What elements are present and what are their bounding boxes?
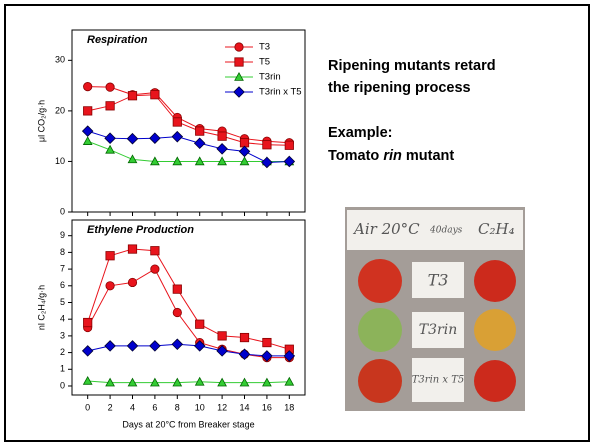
y-tick-label: 20 bbox=[55, 105, 65, 115]
legend-marker bbox=[235, 58, 243, 66]
subject: Tomato rin mutant bbox=[328, 148, 454, 164]
x-axis-label: Days at 20°C from Breaker stage bbox=[122, 419, 254, 429]
subject-part: rin bbox=[383, 148, 402, 164]
y-axis-label: μl CO₂/g·h bbox=[36, 100, 46, 142]
y-tick-label: 4 bbox=[60, 314, 65, 324]
x-tick-label: 14 bbox=[240, 402, 250, 412]
y-tick-label: 0 bbox=[60, 380, 65, 390]
subject-part: Tomato bbox=[328, 148, 383, 164]
y-tick-label: 7 bbox=[60, 263, 65, 273]
y-tick-label: 8 bbox=[60, 247, 65, 257]
tomato bbox=[358, 259, 402, 303]
y-tick-label: 0 bbox=[60, 206, 65, 216]
marker bbox=[83, 318, 91, 326]
tomato bbox=[358, 308, 402, 352]
legend-label: T5 bbox=[259, 57, 270, 68]
example-label: Example: bbox=[328, 125, 392, 141]
photo-label: C₂H₄ bbox=[478, 220, 515, 238]
heading-line: the ripening process bbox=[328, 80, 471, 96]
legend-marker bbox=[235, 43, 243, 51]
y-tick-label: 10 bbox=[55, 156, 65, 166]
tomato bbox=[474, 309, 516, 351]
marker bbox=[285, 141, 293, 149]
marker bbox=[263, 338, 271, 346]
marker bbox=[128, 92, 136, 100]
marker bbox=[196, 320, 204, 328]
x-tick-label: 0 bbox=[85, 402, 90, 412]
x-tick-label: 12 bbox=[217, 402, 227, 412]
photo-label: T3rin bbox=[419, 322, 457, 338]
marker bbox=[218, 332, 226, 340]
tomato bbox=[474, 360, 516, 402]
y-tick-label: 3 bbox=[60, 330, 65, 340]
y-tick-label: 2 bbox=[60, 347, 65, 357]
tomato bbox=[474, 260, 516, 302]
marker bbox=[83, 107, 91, 115]
x-tick-label: 10 bbox=[195, 402, 205, 412]
x-tick-label: 18 bbox=[284, 402, 294, 412]
chart-title: Ethylene Production bbox=[87, 224, 194, 236]
marker bbox=[263, 141, 271, 149]
marker bbox=[83, 82, 91, 90]
marker bbox=[106, 282, 114, 290]
heading-line: Ripening mutants retard bbox=[328, 58, 496, 74]
photo-label: T3rin x T5 bbox=[412, 375, 464, 386]
y-tick-label: 9 bbox=[60, 230, 65, 240]
x-tick-label: 2 bbox=[108, 402, 113, 412]
legend-label: T3 bbox=[259, 42, 270, 53]
y-tick-label: 1 bbox=[60, 364, 65, 374]
x-tick-label: 4 bbox=[130, 402, 135, 412]
marker bbox=[106, 102, 114, 110]
y-tick-label: 5 bbox=[60, 297, 65, 307]
marker bbox=[240, 333, 248, 341]
subject-part: mutant bbox=[402, 148, 455, 164]
y-axis-label: nl C₂H₄/g·h bbox=[36, 285, 46, 330]
marker bbox=[218, 132, 226, 140]
marker bbox=[151, 91, 159, 99]
marker bbox=[173, 308, 181, 316]
marker bbox=[151, 265, 159, 273]
marker bbox=[151, 247, 159, 255]
marker bbox=[106, 83, 114, 91]
y-tick-label: 6 bbox=[60, 280, 65, 290]
tomato bbox=[358, 359, 402, 403]
chart-title: Respiration bbox=[87, 34, 148, 46]
x-tick-label: 6 bbox=[152, 402, 157, 412]
marker bbox=[106, 252, 114, 260]
photo: Air 20°C 40days C₂H₄ T3 T3rin T3rin x T5 bbox=[345, 207, 525, 411]
photo-label: Air 20°C bbox=[352, 220, 420, 238]
marker bbox=[196, 127, 204, 135]
x-tick-label: 8 bbox=[175, 402, 180, 412]
legend-label: T3rin bbox=[259, 72, 281, 83]
photo-label: 40days bbox=[429, 226, 463, 236]
marker bbox=[173, 118, 181, 126]
marker bbox=[128, 278, 136, 286]
marker bbox=[173, 285, 181, 293]
y-tick-label: 30 bbox=[55, 55, 65, 65]
photo-label: T3 bbox=[428, 271, 449, 290]
slide: Ripening mutants retard the ripening pro… bbox=[0, 0, 594, 446]
x-tick-label: 16 bbox=[262, 402, 272, 412]
marker bbox=[128, 245, 136, 253]
legend-label: T3rin x T5 bbox=[259, 87, 302, 98]
